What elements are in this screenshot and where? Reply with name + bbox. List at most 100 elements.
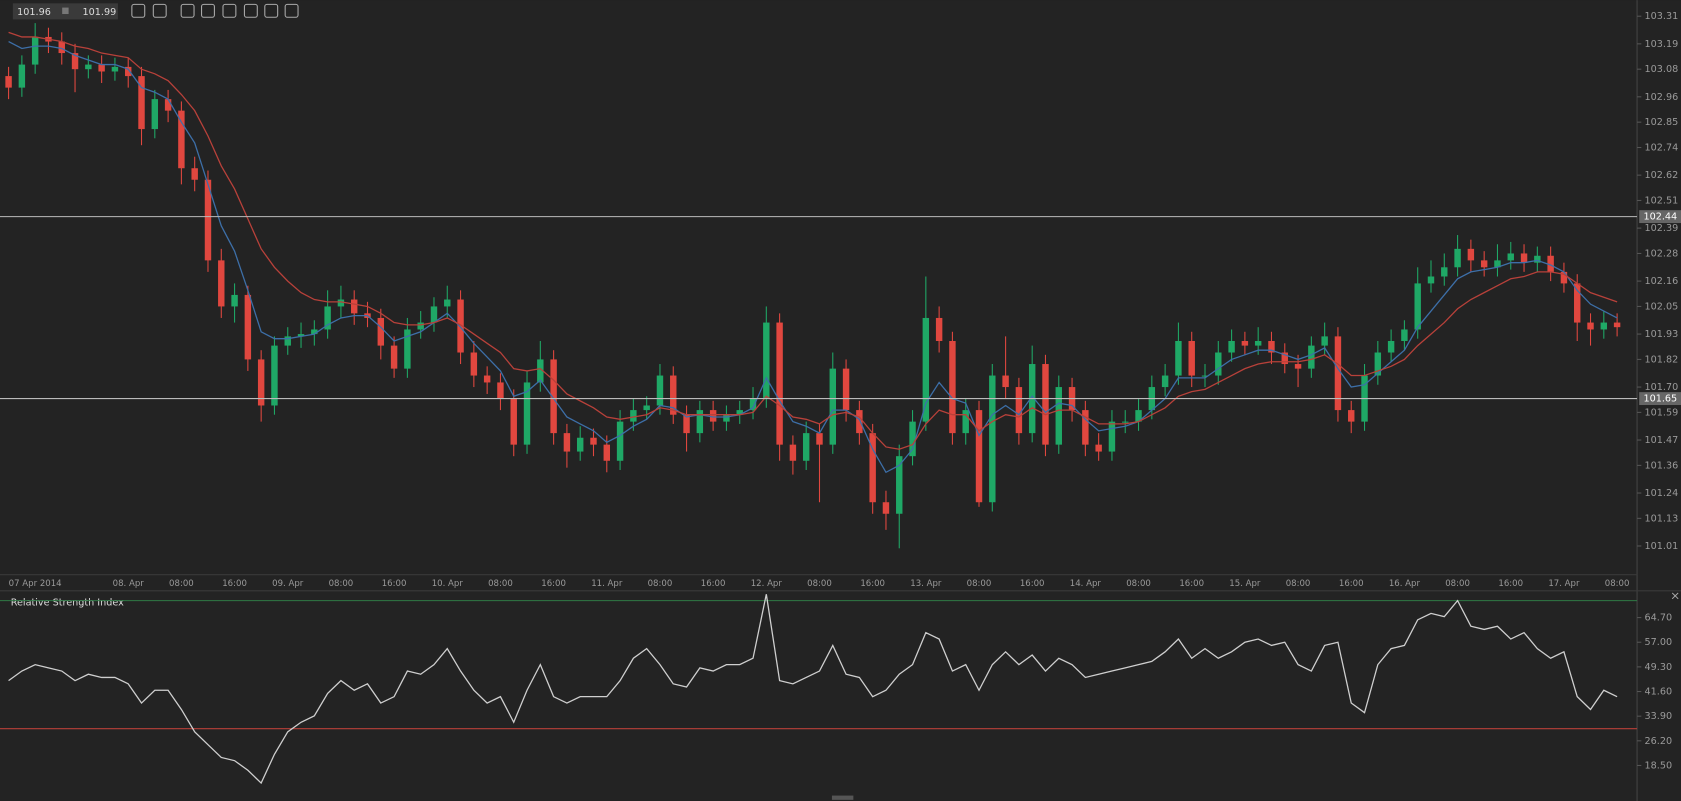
candle-body [1015, 387, 1023, 434]
candle-body [1401, 329, 1408, 341]
templates-button[interactable] [243, 3, 258, 18]
y-tick-label: 102.51 [1645, 195, 1679, 206]
x-tick-label: 16:00 [1498, 579, 1523, 589]
candle-body [257, 359, 265, 406]
draw-button[interactable] [284, 3, 299, 18]
candle-body [18, 64, 26, 88]
candle-body [31, 36, 39, 65]
candle-body [1215, 352, 1222, 376]
moving-average-line [8, 31, 1618, 450]
timeframe-button[interactable] [180, 3, 195, 18]
candle-body [417, 322, 424, 330]
x-tick-label: 12. Apr [751, 579, 783, 589]
x-tick-label: 16:00 [860, 579, 885, 589]
y-tick-label: 18.50 [1645, 760, 1673, 771]
x-tick-label: 16:00 [1179, 579, 1204, 589]
x-tick-label: 10. Apr [432, 579, 464, 589]
y-tick-label: 102.05 [1645, 301, 1679, 312]
candle-body [1175, 340, 1182, 376]
candle-body [1135, 410, 1142, 422]
x-tick-label: 16:00 [701, 579, 726, 589]
x-tick-label: 08:00 [648, 579, 673, 589]
candle-body [670, 375, 677, 415]
y-tick-label: 33.90 [1645, 711, 1673, 722]
candle-body [111, 66, 119, 72]
y-tick-label: 102.62 [1645, 170, 1679, 181]
candle-body [1427, 276, 1435, 284]
candle-body [483, 375, 491, 383]
candle-body [922, 317, 930, 422]
y-tick-label: 102.16 [1645, 276, 1679, 287]
candle-body [297, 334, 305, 337]
candle-body [1441, 267, 1448, 277]
candle-body [1587, 322, 1594, 330]
candle-body [643, 405, 650, 411]
edit-button[interactable] [264, 3, 279, 18]
x-tick-label: 08:00 [329, 579, 354, 589]
candle-body [949, 340, 956, 434]
level-label: 102.44 [1643, 212, 1677, 223]
candle-body [723, 414, 730, 422]
candle-body [1414, 283, 1421, 330]
candle-body [1574, 283, 1581, 323]
candle-body [1241, 340, 1249, 346]
candle-body [1494, 260, 1501, 268]
x-tick-label: 16:00 [222, 579, 247, 589]
candle-body [231, 294, 238, 307]
candle-body [1600, 322, 1608, 330]
candle-body [975, 410, 983, 503]
zoom-out-button[interactable] [131, 3, 146, 18]
rsi-line [8, 594, 1618, 785]
candle-body [85, 64, 92, 70]
candle-body [749, 398, 757, 411]
y-tick-label: 101.82 [1645, 354, 1679, 365]
close-pane-button[interactable]: × [1670, 589, 1680, 603]
y-tick-label: 101.93 [1645, 329, 1679, 340]
candle-body [1321, 336, 1328, 346]
x-tick-label: 16:00 [1339, 579, 1364, 589]
candle-body [164, 99, 172, 111]
x-tick-label: 17. Apr [1548, 579, 1580, 589]
x-tick-label: 08:00 [1605, 579, 1630, 589]
y-tick-label: 57.00 [1645, 637, 1673, 648]
moving-average-line [8, 40, 1618, 474]
rsi-title: Relative Strength Index [11, 598, 124, 609]
chart-type-button[interactable] [201, 3, 215, 18]
y-tick-label: 103.31 [1645, 11, 1679, 22]
candle-body [896, 456, 903, 514]
candle-body [816, 433, 823, 445]
candle-body [1002, 375, 1009, 388]
zoom-in-button[interactable] [152, 3, 167, 18]
candle-body [616, 421, 624, 461]
candle-body [98, 64, 105, 72]
x-tick-label: 15. Apr [1229, 579, 1261, 589]
resize-handle[interactable] [831, 795, 854, 800]
quote-separator [62, 7, 69, 15]
candle-body [138, 76, 145, 130]
candle-body [430, 306, 438, 323]
candle-body [1095, 444, 1102, 452]
y-tick-label: 101.24 [1645, 488, 1679, 499]
x-tick-label: 13. Apr [910, 579, 942, 589]
candle-body [802, 433, 810, 461]
y-tick-label: 64.70 [1645, 613, 1673, 624]
candle-body [989, 375, 996, 503]
indicators-button[interactable] [222, 3, 237, 18]
candle-body [882, 502, 890, 514]
x-tick-label: 16. Apr [1389, 579, 1421, 589]
candle-body [683, 414, 690, 434]
candle-body [603, 444, 611, 461]
candle-body [311, 329, 318, 335]
x-tick-label: 08:00 [1286, 579, 1311, 589]
candle-body [1348, 410, 1355, 422]
candle-body [377, 317, 385, 346]
candle-body [1374, 352, 1382, 376]
candle-body [1534, 255, 1541, 263]
x-tick-label: 16:00 [382, 579, 407, 589]
candle-body [1188, 340, 1195, 376]
candle-body [1281, 352, 1288, 365]
y-tick-label: 101.01 [1645, 541, 1679, 552]
candle-body [1613, 322, 1621, 328]
y-tick-label: 49.30 [1645, 662, 1673, 673]
